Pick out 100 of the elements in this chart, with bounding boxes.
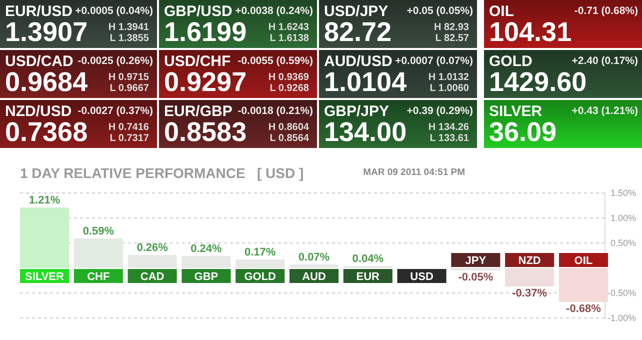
- text: EUR/USD: [5, 3, 73, 20]
- text: EUR/GBP: [164, 103, 232, 120]
- x-tick-label: AUD: [302, 271, 326, 283]
- x-tick-label: JPY: [465, 255, 487, 267]
- text: SILVER: [489, 103, 542, 120]
- text: H 0.9715: [108, 72, 150, 83]
- y-tick-label: -0.50%: [607, 288, 636, 298]
- data-label: -0.37%: [512, 288, 548, 300]
- text: GOLD: [489, 53, 532, 70]
- chart-title: 1 DAY RELATIVE PERFORMANCE [ USD ]: [20, 165, 304, 181]
- chart-subtitle: MAR 09 2011 04:51 PM: [363, 167, 466, 178]
- y-tick-label: 1.50%: [610, 188, 636, 198]
- text: GBP/JPY: [324, 103, 390, 120]
- bar: [128, 255, 177, 268]
- text: -0.0018 (0.21%): [238, 105, 313, 117]
- text: -0.0025 (0.26%): [78, 55, 153, 67]
- bar: [558, 268, 608, 302]
- text: OIL: [489, 3, 514, 20]
- text: +0.0007 (0.07%): [395, 55, 473, 67]
- category-tag: CAD: [128, 269, 177, 283]
- data-label: -0.68%: [566, 303, 602, 315]
- text: +0.05 (0.05%): [406, 5, 473, 17]
- y-tick-label: 0.50%: [610, 238, 636, 248]
- bar: [289, 264, 339, 268]
- category-tag: OIL: [558, 253, 608, 267]
- category-tag: SILVER: [20, 269, 70, 283]
- category-tag: GOLD: [236, 269, 285, 283]
- x-tick-label: GOLD: [244, 271, 276, 283]
- text: H 82.93: [434, 22, 470, 33]
- text: L 0.9667: [110, 83, 150, 94]
- x-tick-label: NZD: [518, 255, 541, 267]
- text: 104.31: [489, 17, 572, 47]
- x-tick-label: GBP: [194, 271, 218, 283]
- category-tag: USD: [397, 269, 446, 283]
- category-tag: AUD: [289, 269, 339, 283]
- text: 1.3907: [5, 17, 88, 47]
- text: AUD/USD: [324, 53, 392, 70]
- data-label: 0.24%: [190, 243, 222, 255]
- x-tick-label: CAD: [140, 271, 164, 283]
- text: H 0.8604: [268, 122, 310, 133]
- text: -0.71 (0.68%): [574, 5, 638, 17]
- text: L 1.0060: [430, 83, 470, 94]
- text: L 1.3855: [110, 33, 150, 44]
- text: GBP/USD: [164, 3, 233, 20]
- text: +2.40 (0.17%): [572, 55, 638, 67]
- text: +0.0005 (0.04%): [75, 5, 153, 17]
- data-label: 0.59%: [82, 226, 114, 238]
- text: NZD/USD: [5, 103, 72, 120]
- bar: [20, 208, 70, 268]
- data-label: 1.21%: [28, 194, 60, 206]
- text: H 0.9369: [268, 72, 310, 83]
- text: H 1.3941: [108, 22, 150, 33]
- text: -0.0055 (0.59%): [238, 55, 313, 67]
- text: H 1.0132: [428, 72, 470, 83]
- text: H 1.6243: [268, 22, 310, 33]
- x-tick-label: OIL: [574, 255, 593, 267]
- x-tick-label: CHF: [87, 271, 110, 283]
- data-label: -0.05%: [458, 272, 494, 284]
- text: L 1.6138: [270, 33, 310, 44]
- text: L 82.57: [435, 33, 470, 44]
- data-label: 0.17%: [244, 246, 276, 258]
- category-tag: NZD: [505, 253, 554, 267]
- text: 1.0104: [324, 67, 407, 97]
- text: H 134.26: [428, 122, 470, 133]
- data-label: 0.04%: [352, 253, 384, 265]
- text: L 0.8564: [270, 133, 310, 144]
- bar: [182, 256, 231, 268]
- text: +0.39 (0.29%): [406, 105, 473, 117]
- text: 1429.60: [489, 67, 587, 97]
- bar: [74, 238, 123, 268]
- category-tag: GBP: [182, 269, 231, 283]
- y-tick-label: -1.00%: [607, 313, 636, 323]
- y-tick-label: 1.00%: [610, 213, 636, 223]
- text: -0.0027 (0.37%): [78, 105, 153, 117]
- category-tag: EUR: [343, 269, 392, 283]
- x-tick-label: SILVER: [25, 271, 64, 283]
- bar: [236, 260, 285, 268]
- category-tag: CHF: [74, 269, 123, 283]
- text: 82.72: [324, 17, 392, 47]
- text: H 0.7416: [108, 122, 150, 133]
- text: 134.00: [324, 117, 407, 147]
- data-label: 0.07%: [298, 252, 330, 264]
- bar: [505, 268, 554, 286]
- text: USD/CAD: [5, 53, 74, 70]
- text: 1.6199: [164, 17, 247, 47]
- text: +0.43 (1.21%): [572, 105, 638, 117]
- text: 36.09: [489, 117, 557, 147]
- category-tag: JPY: [451, 253, 500, 267]
- text: 0.9684: [5, 67, 88, 97]
- data-label: 0.26%: [136, 242, 168, 254]
- text: USD/CHF: [164, 53, 231, 70]
- text: 0.9297: [164, 67, 247, 97]
- text: L 133.61: [430, 133, 470, 144]
- text: L 0.7317: [110, 133, 150, 144]
- text: 0.8583: [164, 117, 247, 147]
- text: +0.0038 (0.24%): [235, 5, 313, 17]
- text: USD/JPY: [324, 3, 388, 20]
- text: L 0.9268: [270, 83, 310, 94]
- x-tick-label: EUR: [356, 271, 380, 283]
- x-tick-label: USD: [410, 271, 434, 283]
